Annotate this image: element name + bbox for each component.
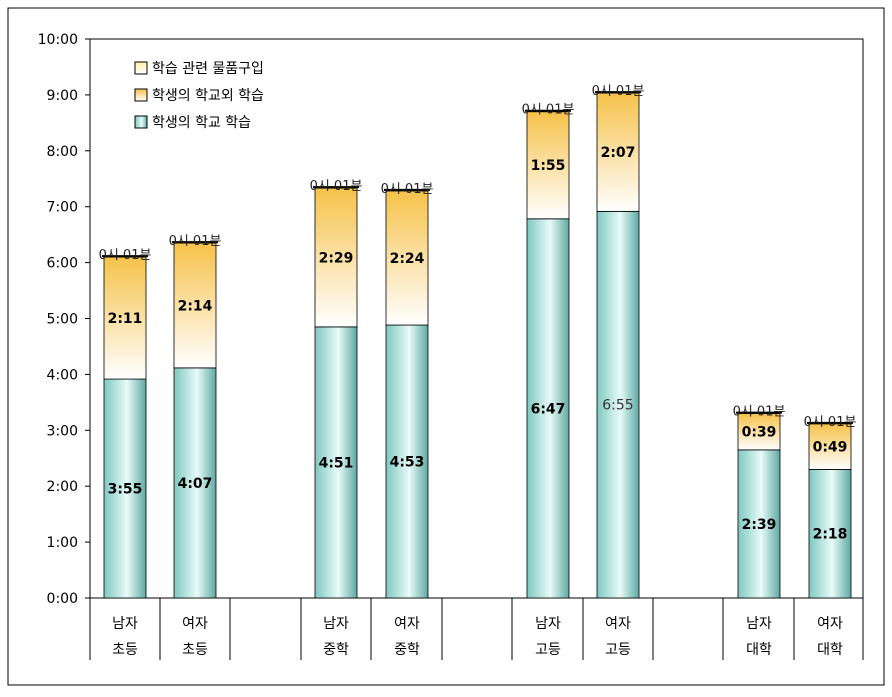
data-label: 0:49	[813, 440, 848, 456]
y-tick-label: 1:00	[47, 535, 78, 551]
y-tick-label: 10:00	[38, 32, 78, 48]
y-tick-label: 4:00	[47, 367, 78, 383]
x-category-line1: 여자	[605, 616, 631, 632]
legend-label: 학생의 학교외 학습	[152, 88, 264, 104]
y-axis: 0:00 1:00 2:00 3:00 4:00 5:00 6:00 7:00 8:00 9:00…	[38, 32, 90, 607]
bar-segment-outside	[596, 92, 640, 212]
bar-segment-school	[808, 469, 852, 599]
data-label: 4:53	[390, 455, 425, 471]
x-category-line2: 초등	[112, 642, 138, 658]
x-category-line2: 초등	[182, 642, 208, 658]
data-label: 2:29	[319, 250, 354, 266]
bars-group: 3:55 2:11 0시 01분 4:07 2:14 0시 01분 4:51 2:29 0시 0…	[99, 84, 857, 599]
x-category-line1: 여자	[394, 616, 420, 632]
bar-segment-school	[173, 367, 217, 599]
data-label: 6:55	[602, 398, 633, 414]
y-tick-label: 5:00	[47, 312, 78, 328]
y-tick-label: 9:00	[47, 88, 78, 104]
data-label: 2:39	[742, 517, 777, 533]
x-category-line1: 여자	[817, 616, 843, 632]
data-label: 4:51	[319, 455, 354, 471]
data-label: 2:14	[178, 298, 213, 314]
plot-area	[89, 38, 864, 599]
data-label-purchase: 0시 01분	[310, 179, 363, 194]
bar-segment-school	[737, 449, 781, 599]
x-category-line1: 남자	[323, 616, 349, 632]
bar-segment-outside	[808, 423, 852, 470]
y-tick-label: 6:00	[47, 256, 78, 272]
x-category-line2: 대학	[817, 642, 843, 658]
bar-segment-outside	[737, 413, 781, 451]
legend-swatch-outside	[134, 88, 148, 102]
x-category-line2: 대학	[746, 642, 772, 658]
data-label: 3:55	[108, 482, 143, 498]
bar-segment-school	[103, 378, 147, 599]
data-label-purchase: 0시 01분	[169, 234, 222, 249]
x-category-line2: 중학	[323, 642, 349, 658]
data-label-purchase: 0시 01분	[99, 248, 152, 263]
y-tick-label: 8:00	[47, 144, 78, 160]
data-label: 4:07	[178, 476, 213, 492]
x-category-line1: 남자	[112, 616, 138, 632]
y-tick-label: 0:00	[47, 591, 78, 607]
data-label-purchase: 0시 01분	[381, 182, 434, 197]
x-category-line2: 고등	[605, 642, 631, 658]
data-label: 2:07	[601, 145, 636, 161]
data-label-purchase: 0시 01분	[522, 103, 575, 118]
data-label: 6:47	[531, 401, 566, 417]
data-label-purchase: 0시 01분	[804, 415, 857, 430]
legend-swatch-purchase	[134, 61, 148, 75]
bar-segment-outside	[314, 187, 358, 328]
x-category-line2: 고등	[535, 642, 561, 658]
bar-segment-outside	[103, 256, 147, 380]
data-label: 2:18	[813, 527, 848, 543]
bar-segment-outside	[526, 111, 570, 220]
legend-swatch-school	[134, 115, 148, 129]
bar-segment-school	[526, 218, 570, 599]
y-tick-label: 2:00	[47, 479, 78, 495]
x-category-line1: 여자	[182, 616, 208, 632]
data-label-purchase: 0시 01분	[733, 405, 786, 420]
x-category-line1: 남자	[535, 616, 561, 632]
y-tick-label: 7:00	[47, 200, 78, 216]
data-label: 2:11	[108, 311, 143, 327]
y-tick-label: 3:00	[47, 423, 78, 439]
bar-segment-outside	[385, 190, 429, 326]
bar-segment-school	[385, 324, 429, 599]
legend-label: 학습 관련 물품구입	[152, 61, 264, 77]
data-label: 2:24	[390, 251, 425, 267]
data-label-purchase: 0시 01분	[592, 84, 645, 99]
data-label: 1:55	[531, 158, 566, 174]
x-category-line1: 남자	[746, 616, 772, 632]
data-label: 0:39	[742, 425, 777, 441]
x-category-line2: 중학	[394, 642, 420, 658]
legend-label: 학생의 학교 학습	[152, 115, 251, 131]
